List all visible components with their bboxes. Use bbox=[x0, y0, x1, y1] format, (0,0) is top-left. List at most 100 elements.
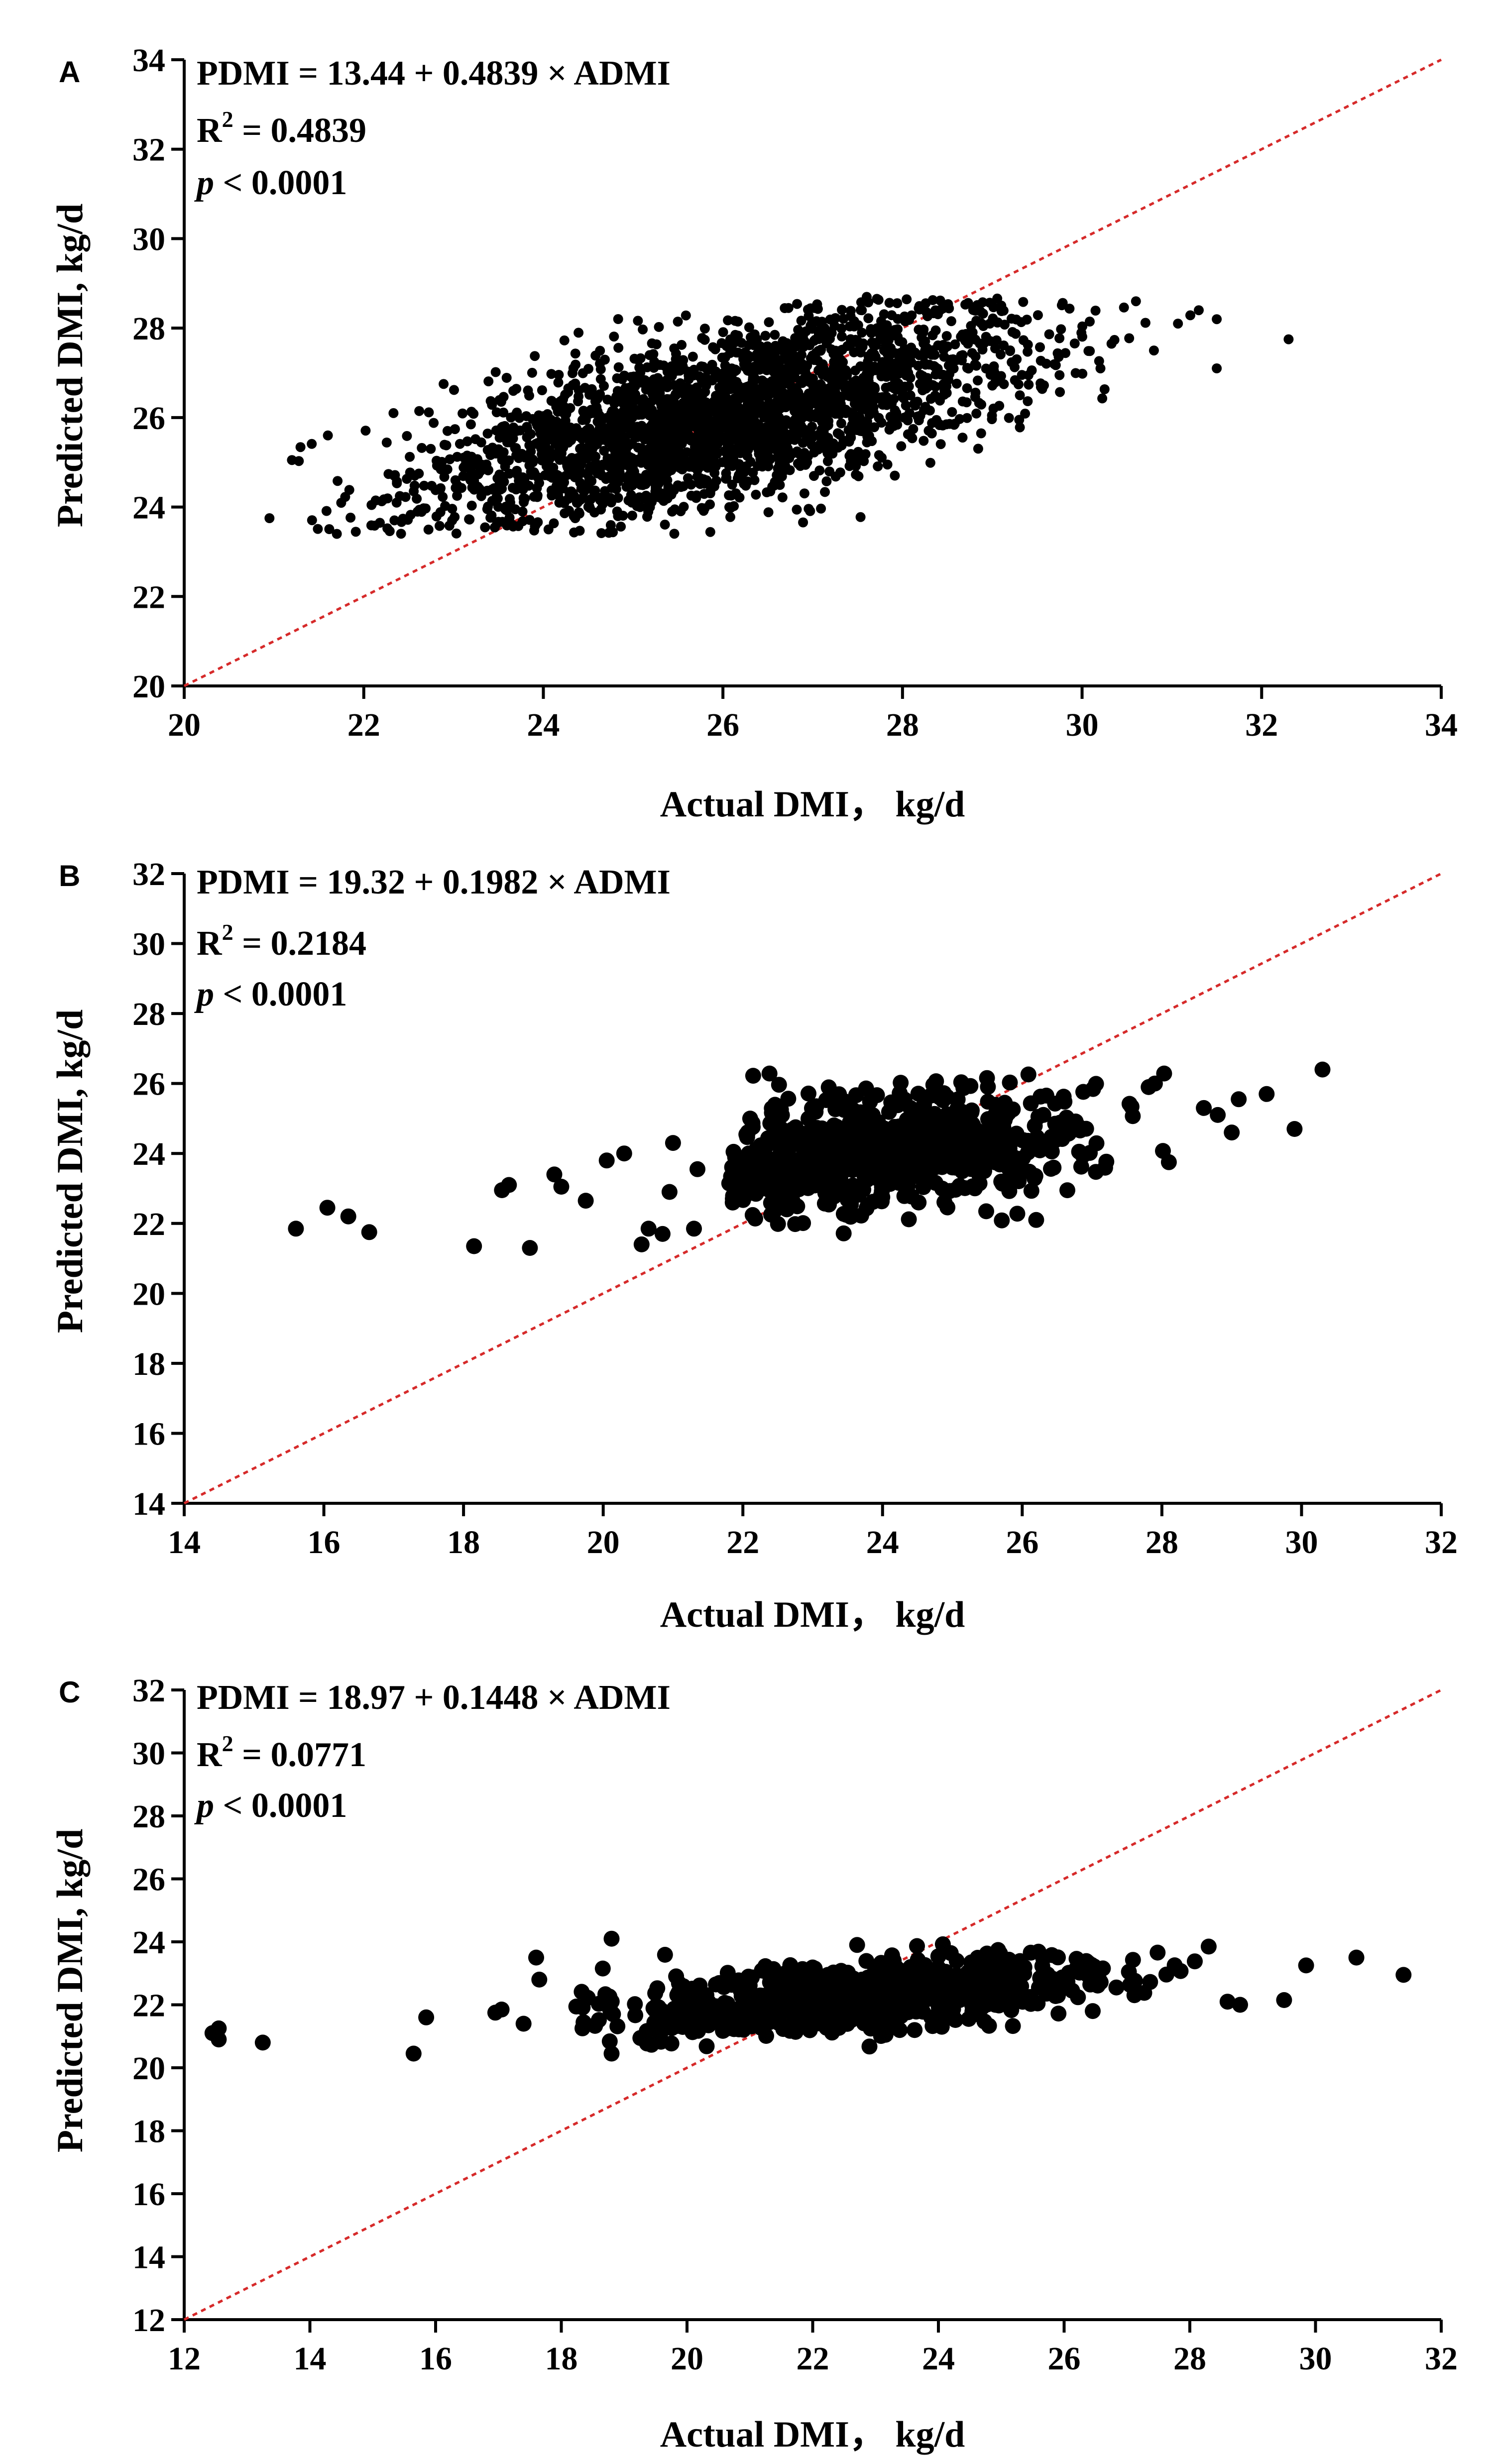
panel-a-point bbox=[554, 438, 564, 448]
panel-a-point bbox=[452, 482, 462, 493]
panel-a-point bbox=[504, 455, 514, 465]
panel-a-point bbox=[836, 418, 846, 429]
panel-a-point bbox=[667, 430, 678, 440]
panel-a-point bbox=[600, 460, 610, 470]
panel-b-point bbox=[988, 1154, 1004, 1171]
panel-a-point bbox=[800, 336, 810, 346]
panel-b-point bbox=[288, 1221, 304, 1237]
panel-c-point bbox=[1023, 1944, 1039, 1961]
panel-a-point bbox=[934, 420, 945, 430]
panel-a-point bbox=[616, 521, 626, 532]
panel-a-point bbox=[977, 344, 988, 355]
panel-a-point bbox=[681, 310, 691, 321]
panel-b-point bbox=[1005, 1168, 1021, 1185]
panel-a-point bbox=[730, 330, 740, 340]
panel-a-point bbox=[1023, 346, 1033, 357]
panel-b-point bbox=[1210, 1107, 1226, 1123]
panel-a-point bbox=[1055, 387, 1065, 397]
panel-a-point bbox=[760, 331, 771, 341]
panel-a-point bbox=[1023, 370, 1033, 380]
panel-a-point bbox=[948, 354, 958, 364]
panel-a-point bbox=[992, 293, 1003, 304]
panel-a-point bbox=[790, 406, 800, 417]
panel-c-point bbox=[531, 1971, 548, 1988]
panel-c-point bbox=[211, 2031, 227, 2048]
panel-b-point bbox=[881, 1104, 897, 1120]
panel-a-point bbox=[629, 408, 640, 418]
panel-c-y-tick-label: 20 bbox=[132, 2050, 165, 2087]
panel-a-point bbox=[772, 408, 782, 418]
panel-a-point bbox=[577, 415, 587, 425]
panel-a-point bbox=[464, 514, 475, 525]
panel-b-y-tick-label: 28 bbox=[132, 996, 165, 1032]
panel-a-point bbox=[874, 450, 884, 460]
panel-c-y-tick-label: 22 bbox=[132, 1988, 165, 2024]
panel-b-point bbox=[904, 1188, 919, 1205]
panel-a-point bbox=[725, 459, 735, 469]
panel-a-point bbox=[620, 402, 630, 412]
panel-a-point bbox=[1194, 305, 1204, 316]
panel-a-point bbox=[521, 411, 532, 421]
panel-b-point bbox=[1071, 1143, 1087, 1160]
panel-a-point bbox=[485, 513, 496, 523]
panel-a-r-squared: R2 = 0.4839 bbox=[197, 107, 366, 150]
panel-b-r-sup: 2 bbox=[222, 919, 233, 945]
panel-a-point bbox=[396, 529, 406, 539]
panel-a-point bbox=[480, 522, 490, 533]
panel-a-point bbox=[1283, 334, 1294, 344]
panel-b-point bbox=[1286, 1121, 1303, 1137]
panel-b-point bbox=[1059, 1182, 1075, 1199]
panel-a-r-label: R bbox=[197, 112, 223, 150]
panel-a-point bbox=[914, 303, 924, 314]
panel-b-point bbox=[633, 1236, 650, 1252]
panel-a-point bbox=[725, 503, 736, 513]
panel-a-point bbox=[820, 487, 830, 497]
panel-b-x-axis-label: Actual DMI， kg/d bbox=[660, 1594, 965, 1635]
panel-a-point bbox=[313, 524, 323, 534]
panel-a-point bbox=[967, 348, 977, 358]
panel-a-point bbox=[455, 439, 465, 449]
panel-a-point bbox=[709, 481, 719, 491]
panel-a-point bbox=[661, 461, 672, 472]
panel-b-equation: PDMI = 19.32 + 0.1982 × ADMI bbox=[197, 863, 671, 901]
panel-a-point bbox=[652, 425, 662, 435]
panel-b-point bbox=[952, 1115, 969, 1131]
panel-a-point bbox=[750, 374, 761, 385]
panel-a-point bbox=[764, 424, 774, 435]
panel-a-point bbox=[718, 327, 728, 337]
panel-a-point bbox=[669, 397, 680, 408]
panel-a-point bbox=[988, 302, 999, 313]
panel-a-point bbox=[1085, 346, 1095, 356]
panel-c-point bbox=[1001, 1951, 1017, 1968]
panel-b-point bbox=[1023, 1183, 1039, 1199]
panel-a-point bbox=[872, 294, 882, 304]
panel-a-point bbox=[395, 491, 405, 501]
panel-b-point bbox=[767, 1125, 783, 1141]
panel-c-point bbox=[926, 1964, 943, 1980]
panel-a-point bbox=[1099, 384, 1110, 394]
panel-b-point bbox=[829, 1186, 845, 1202]
panel-a-point bbox=[466, 500, 477, 511]
panel-a-point bbox=[540, 439, 551, 449]
panel-a-point bbox=[490, 367, 501, 377]
panel-a-r-value: = 0.4839 bbox=[233, 112, 366, 150]
panel-b-point bbox=[927, 1175, 944, 1191]
panel-b-point bbox=[1098, 1153, 1115, 1170]
panel-a-point bbox=[926, 349, 937, 360]
panel-a-point bbox=[859, 419, 870, 429]
panel-a-point bbox=[608, 409, 619, 419]
panel-b-point bbox=[340, 1208, 356, 1225]
panel-c-point bbox=[909, 1938, 925, 1954]
panel-c-p-symbol: p bbox=[194, 1787, 214, 1825]
panel-a-point bbox=[384, 526, 395, 536]
panel-a-point bbox=[897, 386, 908, 396]
panel-c-point bbox=[627, 2007, 644, 2023]
panel-a-point bbox=[803, 406, 813, 417]
panel-c-point bbox=[1142, 1974, 1158, 1990]
panel-a-point bbox=[809, 448, 819, 457]
panel-a-point bbox=[699, 324, 710, 334]
panel-a-point bbox=[549, 518, 559, 529]
panel-a-y-tick-label: 22 bbox=[132, 579, 165, 615]
panel-a-point bbox=[717, 352, 727, 363]
panel-a-point bbox=[816, 503, 826, 514]
